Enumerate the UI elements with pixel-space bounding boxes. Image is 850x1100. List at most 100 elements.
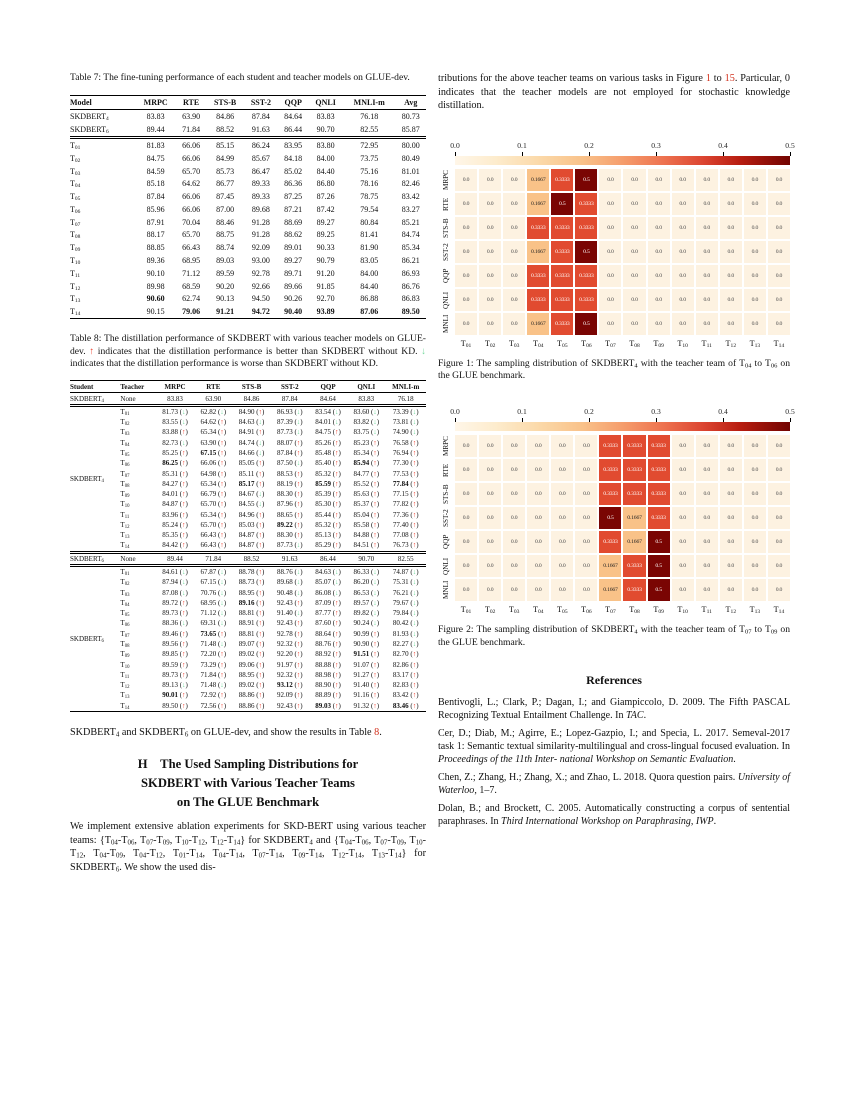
up-arrow-icon: ↑	[258, 701, 263, 710]
metric-cell: 86.93	[401, 268, 420, 278]
down-arrow-icon: ↓	[335, 588, 339, 597]
heatmap-cell: 0.0	[743, 312, 766, 335]
heatmap-cell: 0.0	[743, 240, 766, 263]
heatmap-cell: 0.0	[767, 168, 790, 191]
metric-cell: 89.22 (↑)	[276, 520, 303, 529]
metric-cell: 72.56 (↑)	[200, 701, 227, 710]
metric-cell: 89.36	[146, 255, 165, 265]
metric-cell: 86.08 (↓)	[315, 588, 341, 597]
up-arrow-icon: ↑	[335, 670, 339, 679]
down-arrow-icon: ↓	[220, 681, 224, 690]
up-arrow-icon: ↑	[412, 448, 417, 457]
heatmap-cell: 0.0	[503, 530, 526, 553]
metric-cell: 75.31 (↓)	[392, 578, 419, 587]
metric-cell: 89.06 (↑)	[238, 660, 265, 669]
heatmap-cell: 0.3333	[527, 216, 550, 239]
metric-cell: 71.48 (↓)	[200, 640, 227, 648]
heatmap-cell: 0.1667	[599, 578, 622, 601]
up-arrow-icon: ↑	[182, 691, 186, 700]
heatmap-cell: 0.0	[479, 264, 502, 287]
metric-cell: 73.65 (↑)	[200, 629, 227, 638]
up-arrow-icon: ↑	[373, 531, 377, 540]
up-arrow-icon: ↑	[182, 469, 186, 478]
up-arrow-icon: ↑	[296, 650, 301, 659]
heatmap-cell: 0.0	[479, 434, 502, 457]
heatmap-cell: 0.0	[623, 192, 646, 215]
heatmap-cell: 0.0	[647, 264, 670, 287]
heatmap-cell: 0.0	[719, 168, 742, 191]
teacher-cell: T01	[120, 568, 130, 578]
up-arrow-icon: ↑	[373, 469, 377, 478]
metric-cell: 88.91 (↑)	[238, 619, 265, 628]
up-arrow-icon: ↑	[182, 459, 186, 468]
ref-link[interactable]: 1	[705, 73, 711, 84]
ref-link[interactable]: 15	[724, 73, 735, 84]
heatmap-cell: 0.0	[479, 216, 502, 239]
colorbar-tick-label: 0.3	[651, 406, 661, 416]
heatmap-cell: 0.3333	[551, 312, 574, 335]
metric-cell: 87.26	[316, 192, 335, 202]
reference-text: University of Waterloo	[438, 772, 791, 797]
metric-cell: 83.05	[360, 255, 379, 265]
up-arrow-icon: ↑	[220, 428, 224, 437]
metric-cell: 85.17 (↑)	[238, 479, 265, 488]
up-arrow-icon: ↑	[373, 459, 377, 468]
reference-text: .	[713, 816, 717, 828]
metric-cell: 86.77	[216, 179, 235, 189]
table-row: T09 88.85 66.43 88.74 92.09 89.01 90.33 81.90 85…	[70, 241, 426, 254]
up-arrow-icon: ↑	[220, 479, 224, 488]
up-arrow-icon: ↑	[335, 520, 339, 529]
metric-cell: 85.24 (↑)	[162, 520, 188, 529]
down-arrow-icon: ↓	[220, 578, 224, 587]
metric-cell: 66.06	[182, 140, 201, 150]
metric-cell: 67.87 (↓)	[200, 568, 227, 577]
heatmap-cell: 0.3333	[647, 506, 670, 529]
metric-cell: 85.32 (↑)	[315, 520, 341, 529]
metric-cell: 90.24 (↓)	[353, 619, 380, 628]
metric-cell: 92.43 (↑)	[276, 619, 303, 628]
figure-2-caption: Figure 2: The sampling distribution of S…	[438, 623, 791, 648]
heatmap-cell: 0.0	[719, 288, 742, 311]
metric-cell: 84.86	[232, 392, 271, 407]
metric-cell: 85.13 (↑)	[315, 531, 341, 540]
metric-cell: 88.88 (↑)	[315, 660, 341, 669]
table7-header-row: Model MRPC RTE STS-B SST-2 QQP QNLI MNLI-m Avg	[70, 95, 426, 111]
metric-cell: 86.88	[360, 294, 379, 304]
metric-cell: 90.20	[216, 281, 235, 291]
down-arrow-icon: ↓	[220, 619, 224, 628]
down-arrow-icon: ↓	[412, 428, 417, 437]
heatmap-cell: 0.0	[527, 578, 550, 601]
up-arrow-icon: ↑	[220, 469, 224, 478]
metric-cell: 85.35 (↑)	[162, 531, 188, 540]
metric-cell: 79.67 (↓)	[392, 598, 419, 607]
heatmap-cell: 0.0	[719, 482, 742, 505]
metric-cell: 82.70 (↑)	[392, 650, 419, 659]
teacher-cell: T02	[120, 418, 130, 428]
colorbar-tick-mark	[522, 151, 523, 156]
up-arrow-icon: ↑	[220, 629, 224, 638]
table-row: T08 89.56 (↑) 71.48 (↓) 89.07 (↑) 92.32 (↑) 8…	[70, 639, 426, 649]
ref-link[interactable]: 8	[374, 726, 380, 738]
up-arrow-icon: ↑	[220, 438, 224, 447]
heatmap-x-label: T02	[484, 338, 496, 349]
metric-cell: 89.98	[146, 281, 165, 291]
metric-cell: 81.83	[146, 140, 165, 150]
up-arrow-icon: ↑	[258, 588, 263, 597]
up-arrow-icon: ↑	[296, 490, 301, 499]
colorbar-tick-mark	[723, 151, 724, 156]
metric-cell: 84.27 (↑)	[162, 479, 188, 488]
down-arrow-icon: ↓	[258, 438, 263, 447]
table-row: T13 85.35 (↑) 66.43 (↑) 84.87 (↑) 88.30 (↑) 8…	[70, 530, 426, 540]
up-arrow-icon: ↑	[412, 691, 417, 700]
up-arrow-icon: ↑	[335, 500, 339, 509]
figure-1-caption: Figure 1: The sampling distribution of S…	[438, 357, 791, 382]
up-arrow-icon: ↑	[220, 510, 224, 519]
heatmap-cell: 0.0	[671, 434, 694, 457]
metric-cell: 86.93 (↓)	[276, 407, 303, 416]
metric-cell: 63.90	[182, 112, 201, 122]
colorbar-tick-mark	[589, 151, 590, 156]
up-arrow-icon: ↑	[296, 510, 301, 519]
table-row: T11 89.73 (↑) 71.84 (↑) 88.95 (↑) 92.32 (↑) 8…	[70, 670, 426, 680]
heatmap-cell: 0.3333	[575, 192, 598, 215]
